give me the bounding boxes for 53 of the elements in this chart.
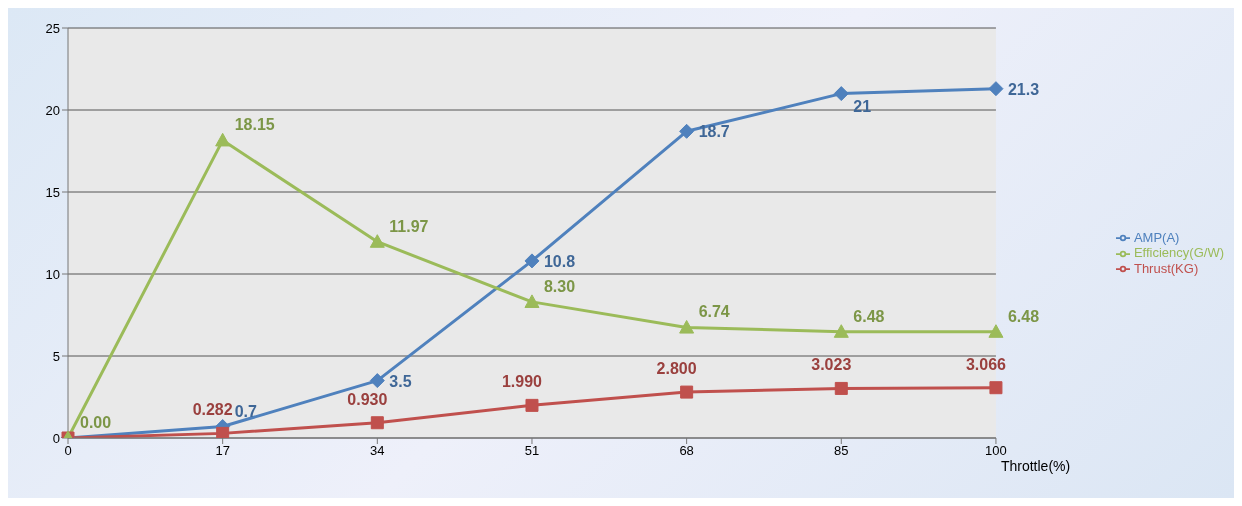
point bbox=[988, 324, 1004, 338]
point bbox=[369, 234, 385, 248]
y-tick-label: 20 bbox=[45, 102, 60, 118]
x-tick-label: 34 bbox=[370, 443, 385, 459]
y-tick-label: 0 bbox=[52, 430, 60, 446]
point bbox=[525, 398, 539, 412]
point bbox=[680, 385, 694, 399]
point bbox=[988, 81, 1004, 97]
x-axis-title: Throttle(%) bbox=[1000, 457, 1071, 474]
x-tick-label: 85 bbox=[834, 443, 849, 459]
y-tick-label: 5 bbox=[52, 348, 60, 364]
data-label: 8.30 bbox=[543, 277, 576, 295]
point bbox=[216, 426, 230, 438]
data-label: 0.282 bbox=[192, 401, 233, 419]
data-label: 3.5 bbox=[389, 372, 412, 390]
point bbox=[679, 123, 695, 139]
y-tick-label: 15 bbox=[45, 184, 60, 200]
point bbox=[989, 381, 1003, 395]
y-tick-label: 10 bbox=[45, 266, 60, 282]
data-label: 21.3 bbox=[1007, 80, 1040, 98]
x-tick-label: 17 bbox=[215, 443, 230, 459]
data-label: 6.74 bbox=[698, 303, 730, 321]
data-label: 21 bbox=[853, 97, 872, 115]
point bbox=[679, 319, 695, 334]
x-tick-label: 68 bbox=[679, 443, 694, 459]
data-label: 6.48 bbox=[1007, 307, 1040, 325]
data-label: 3.066 bbox=[965, 355, 1007, 373]
data-label: 1.990 bbox=[501, 373, 543, 391]
point bbox=[370, 416, 384, 430]
x-tick-label: 0 bbox=[64, 443, 72, 459]
point bbox=[833, 324, 849, 338]
data-label: 18.15 bbox=[234, 116, 275, 134]
legend-label: Efficiency(G/W) bbox=[1133, 245, 1224, 261]
data-label: 18.7 bbox=[698, 123, 730, 141]
data-label: 0.00 bbox=[80, 414, 112, 431]
data-label: 11.97 bbox=[389, 217, 429, 235]
legend-label: AMP(A) bbox=[1133, 229, 1180, 245]
point bbox=[215, 132, 231, 147]
data-label: 2.800 bbox=[656, 360, 697, 378]
data-label: 0.7 bbox=[234, 402, 257, 420]
point bbox=[834, 381, 848, 395]
data-label: 10.8 bbox=[543, 252, 576, 270]
point bbox=[524, 294, 540, 308]
data-label: 0.930 bbox=[347, 390, 388, 408]
point bbox=[369, 373, 385, 389]
legend-label: Thrust(KG) bbox=[1133, 260, 1199, 276]
y-tick-label: 25 bbox=[45, 20, 60, 36]
data-label: 3.023 bbox=[811, 356, 852, 374]
point bbox=[524, 253, 540, 269]
data-label: 6.48 bbox=[853, 307, 885, 325]
x-tick-label: 51 bbox=[524, 443, 540, 459]
point bbox=[833, 86, 849, 102]
x-tick-label: 100 bbox=[985, 443, 1007, 459]
